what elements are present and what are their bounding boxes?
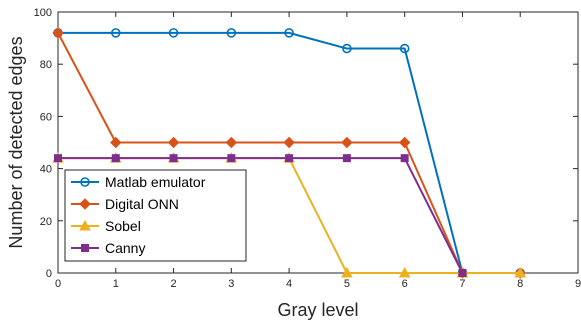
- data-point-canny: [111, 154, 120, 163]
- data-point-digital-onn: [225, 136, 238, 149]
- data-point-digital-onn: [167, 136, 180, 149]
- legend-label: Matlab emulator: [105, 174, 206, 190]
- legend-marker: [79, 198, 91, 210]
- legend-item-canny: Canny: [71, 240, 145, 256]
- legend-item-sobel: Sobel: [71, 218, 141, 234]
- y-tick-label: 60: [40, 111, 52, 123]
- x-tick-label: 9: [575, 278, 581, 290]
- x-tick-label: 4: [286, 278, 292, 290]
- data-point-matlab-emulator: [399, 43, 410, 54]
- legend-label: Digital ONN: [105, 196, 179, 212]
- data-point-matlab-emulator: [168, 28, 179, 38]
- legend-item-matlab-emulator: Matlab emulator: [71, 174, 206, 190]
- data-point-digital-onn: [110, 136, 122, 149]
- data-point-canny: [400, 154, 409, 163]
- legend-box: [64, 169, 247, 262]
- x-tick-label: 5: [344, 278, 350, 290]
- series-line-canny: [58, 157, 464, 274]
- legend-item-digital-onn: Digital ONN: [71, 196, 179, 212]
- data-point-matlab-emulator: [110, 28, 121, 38]
- data-point-matlab-emulator: [284, 28, 294, 38]
- data-point-digital-onn: [283, 136, 295, 149]
- x-tick-label: 0: [55, 278, 61, 290]
- legend-label: Canny: [105, 240, 145, 256]
- x-axis-title: Gray level: [277, 300, 358, 320]
- series-line-matlab-emulator: [58, 31, 521, 274]
- series-canny: [54, 154, 467, 277]
- data-point-digital-onn: [398, 136, 411, 149]
- series-layer: [52, 27, 527, 279]
- data-point-canny: [227, 154, 236, 163]
- x-tick-label: 6: [402, 278, 408, 290]
- x-tick-label: 7: [459, 278, 465, 290]
- y-tick-label: 0: [46, 268, 52, 280]
- y-tick-label: 80: [40, 59, 52, 71]
- data-point-sobel: [514, 266, 527, 278]
- data-point-canny: [458, 269, 467, 277]
- axes: 0 1 2 3 4 5 6 7 8 9 0 20 40 60 80 100: [34, 7, 581, 290]
- data-point-digital-onn: [341, 136, 353, 149]
- data-point-digital-onn: [52, 27, 64, 39]
- legend-label: Sobel: [105, 218, 141, 234]
- data-point-canny: [342, 154, 351, 163]
- y-axis-title: Number of detected edges: [6, 36, 26, 248]
- legend-marker: [80, 177, 90, 187]
- x-tick-label: 1: [113, 278, 119, 290]
- data-point-matlab-emulator: [342, 43, 352, 54]
- legend-marker: [81, 244, 89, 252]
- y-tick-label: 20: [40, 216, 52, 228]
- data-point-matlab-emulator: [226, 28, 237, 38]
- x-tick-label: 3: [228, 278, 234, 290]
- y-tick-label: 100: [34, 7, 52, 19]
- plot-frame: [57, 11, 579, 274]
- data-point-sobel: [341, 266, 353, 278]
- x-tick-label: 8: [517, 278, 523, 290]
- data-point-canny: [54, 154, 62, 163]
- series-digital-onn: [52, 27, 526, 279]
- y-tick-label: 40: [40, 164, 52, 176]
- legend-marker: [79, 219, 91, 231]
- data-point-canny: [169, 154, 178, 163]
- x-tick-label: 2: [170, 278, 176, 290]
- data-point-canny: [285, 154, 294, 163]
- legend: Matlab emulator Digital ONN Sobel Canny: [64, 169, 247, 262]
- data-point-sobel: [398, 266, 411, 278]
